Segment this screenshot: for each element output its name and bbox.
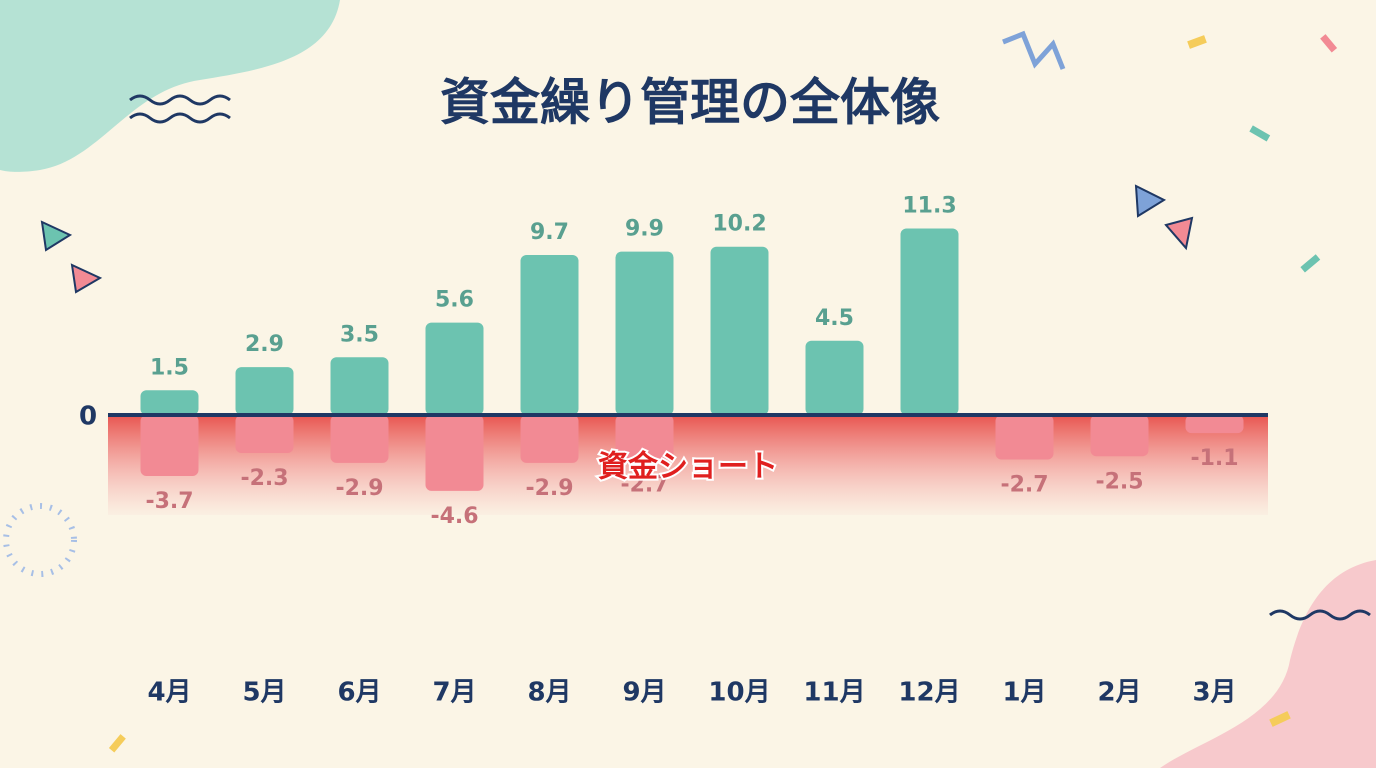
x-tick-label: 10月 (708, 678, 770, 708)
bar (615, 415, 674, 460)
x-tick-label: 12月 (898, 678, 960, 708)
x-tick-label: 8月 (527, 678, 571, 708)
value-label: -4.6 (430, 504, 478, 529)
bar (995, 415, 1054, 460)
value-label: 11.3 (902, 194, 956, 219)
annotation: 資金ショート (598, 450, 778, 485)
bar (140, 390, 199, 415)
value-label: -1.1 (1190, 446, 1238, 471)
bar (235, 415, 294, 453)
x-tick-label: 5月 (242, 678, 286, 708)
bar (330, 357, 389, 415)
bar (520, 254, 579, 415)
value-label: -2.7 (620, 473, 668, 498)
value-label: 10.2 (712, 212, 766, 237)
bar (1090, 415, 1149, 457)
x-tick-label: 7月 (432, 678, 476, 708)
value-label: 2.9 (245, 332, 284, 357)
x-tick-label: 4月 (147, 678, 191, 708)
value-label: -2.3 (240, 466, 288, 491)
chart-title: 資金繰り管理の全体像 (440, 74, 940, 132)
bar (330, 415, 389, 463)
value-label: -2.7 (1000, 473, 1048, 498)
bar (900, 228, 959, 415)
value-label: -2.5 (1095, 469, 1143, 494)
value-label: 9.9 (625, 217, 664, 242)
y-tick-label: 0 (79, 402, 97, 432)
bar (235, 367, 294, 415)
value-label: -2.9 (525, 476, 573, 501)
bar (1185, 415, 1244, 434)
bar (140, 415, 199, 477)
bar (710, 246, 769, 415)
x-tick-label: 2月 (1097, 678, 1141, 708)
bar (425, 322, 484, 415)
x-tick-label: 11月 (803, 678, 865, 708)
bar (805, 340, 864, 415)
bar (615, 251, 674, 415)
value-label: 5.6 (435, 288, 474, 313)
bar (425, 415, 484, 491)
shortage-band (108, 415, 1268, 515)
value-label: 4.5 (815, 306, 854, 331)
value-label: -3.7 (145, 489, 193, 514)
value-label: -2.9 (335, 476, 383, 501)
x-tick-label: 9月 (622, 678, 666, 708)
bar (520, 415, 579, 463)
value-label: 9.7 (530, 220, 569, 245)
x-tick-label: 6月 (337, 678, 381, 708)
x-tick-label: 3月 (1192, 678, 1236, 708)
value-label: 1.5 (150, 355, 189, 380)
x-tick-label: 1月 (1002, 678, 1046, 708)
value-label: 3.5 (340, 322, 379, 347)
